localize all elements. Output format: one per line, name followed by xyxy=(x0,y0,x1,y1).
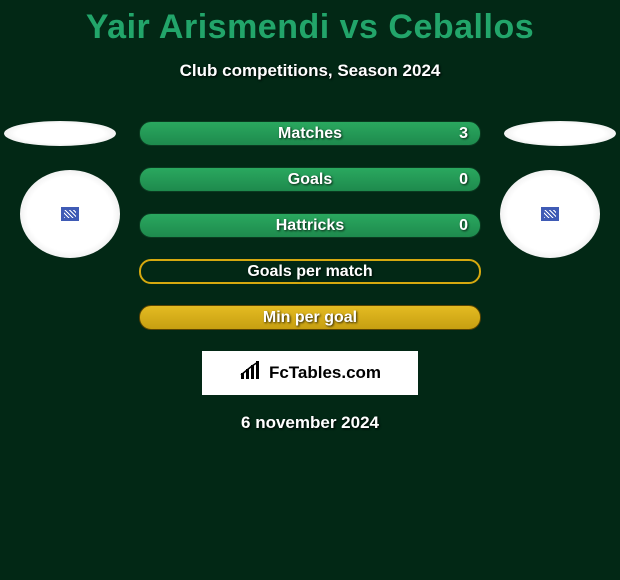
club-logo-right xyxy=(500,170,600,258)
stat-bars: Matches 3 Goals 0 Hattricks 0 Goals per … xyxy=(139,121,481,330)
bar-label: Matches xyxy=(278,125,342,143)
bar-label: Hattricks xyxy=(276,217,344,235)
club-logo-right-placeholder-icon xyxy=(541,207,559,221)
flag-left-ellipse xyxy=(4,121,116,146)
subtitle: Club competitions, Season 2024 xyxy=(0,61,620,81)
brand-box: FcTables.com xyxy=(202,351,418,395)
bar-value: 3 xyxy=(459,125,468,143)
club-logo-left xyxy=(20,170,120,258)
brand-chart-icon xyxy=(239,361,265,386)
club-logo-left-placeholder-icon xyxy=(61,207,79,221)
flag-right-ellipse xyxy=(504,121,616,146)
bar-label: Min per goal xyxy=(263,309,357,327)
bar-hattricks: Hattricks 0 xyxy=(139,213,481,238)
bar-matches: Matches 3 xyxy=(139,121,481,146)
bar-min-per-goal: Min per goal xyxy=(139,305,481,330)
bar-label: Goals per match xyxy=(247,263,372,281)
date-text: 6 november 2024 xyxy=(0,413,620,433)
bar-goals-per-match: Goals per match xyxy=(139,259,481,284)
bar-value: 0 xyxy=(459,217,468,235)
page-title: Yair Arismendi vs Ceballos xyxy=(0,0,620,47)
bar-value: 0 xyxy=(459,171,468,189)
bar-label: Goals xyxy=(288,171,332,189)
bar-goals: Goals 0 xyxy=(139,167,481,192)
brand-text: FcTables.com xyxy=(269,363,381,383)
chart-area: Matches 3 Goals 0 Hattricks 0 Goals per … xyxy=(0,121,620,330)
